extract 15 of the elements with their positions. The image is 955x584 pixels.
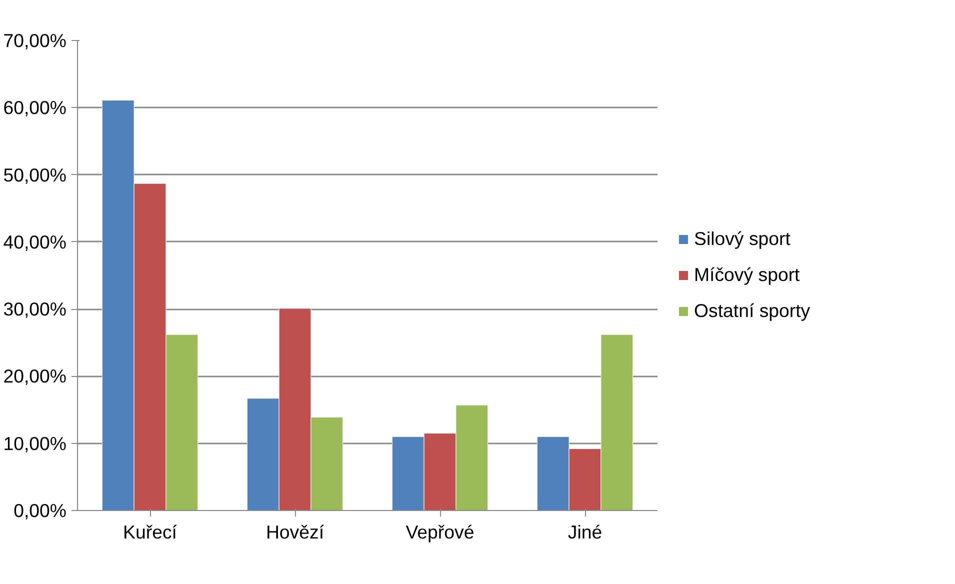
x-tick-label: Jiné: [568, 522, 602, 542]
y-tick-label: 30,00%: [3, 298, 67, 320]
y-tick-label: 40,00%: [3, 231, 67, 252]
y-tick-label: 0,00%: [14, 500, 67, 521]
legend-label: Silový sport: [694, 228, 790, 250]
y-tick-label: 10,00%: [3, 432, 67, 454]
legend-label: Ostatní sporty: [694, 300, 810, 322]
y-tick-label: 20,00%: [3, 366, 67, 387]
x-tick-label: Kuřecí: [123, 522, 178, 542]
x-tick-label: Vepřové: [406, 522, 474, 542]
y-tick-label: 70,00%: [3, 30, 67, 51]
y-tick-label: 60,00%: [3, 97, 67, 118]
y-tick-label: 50,00%: [3, 164, 67, 186]
x-tick-label: Hovězí: [266, 522, 325, 542]
legend-label: Míčový sport: [694, 264, 800, 286]
